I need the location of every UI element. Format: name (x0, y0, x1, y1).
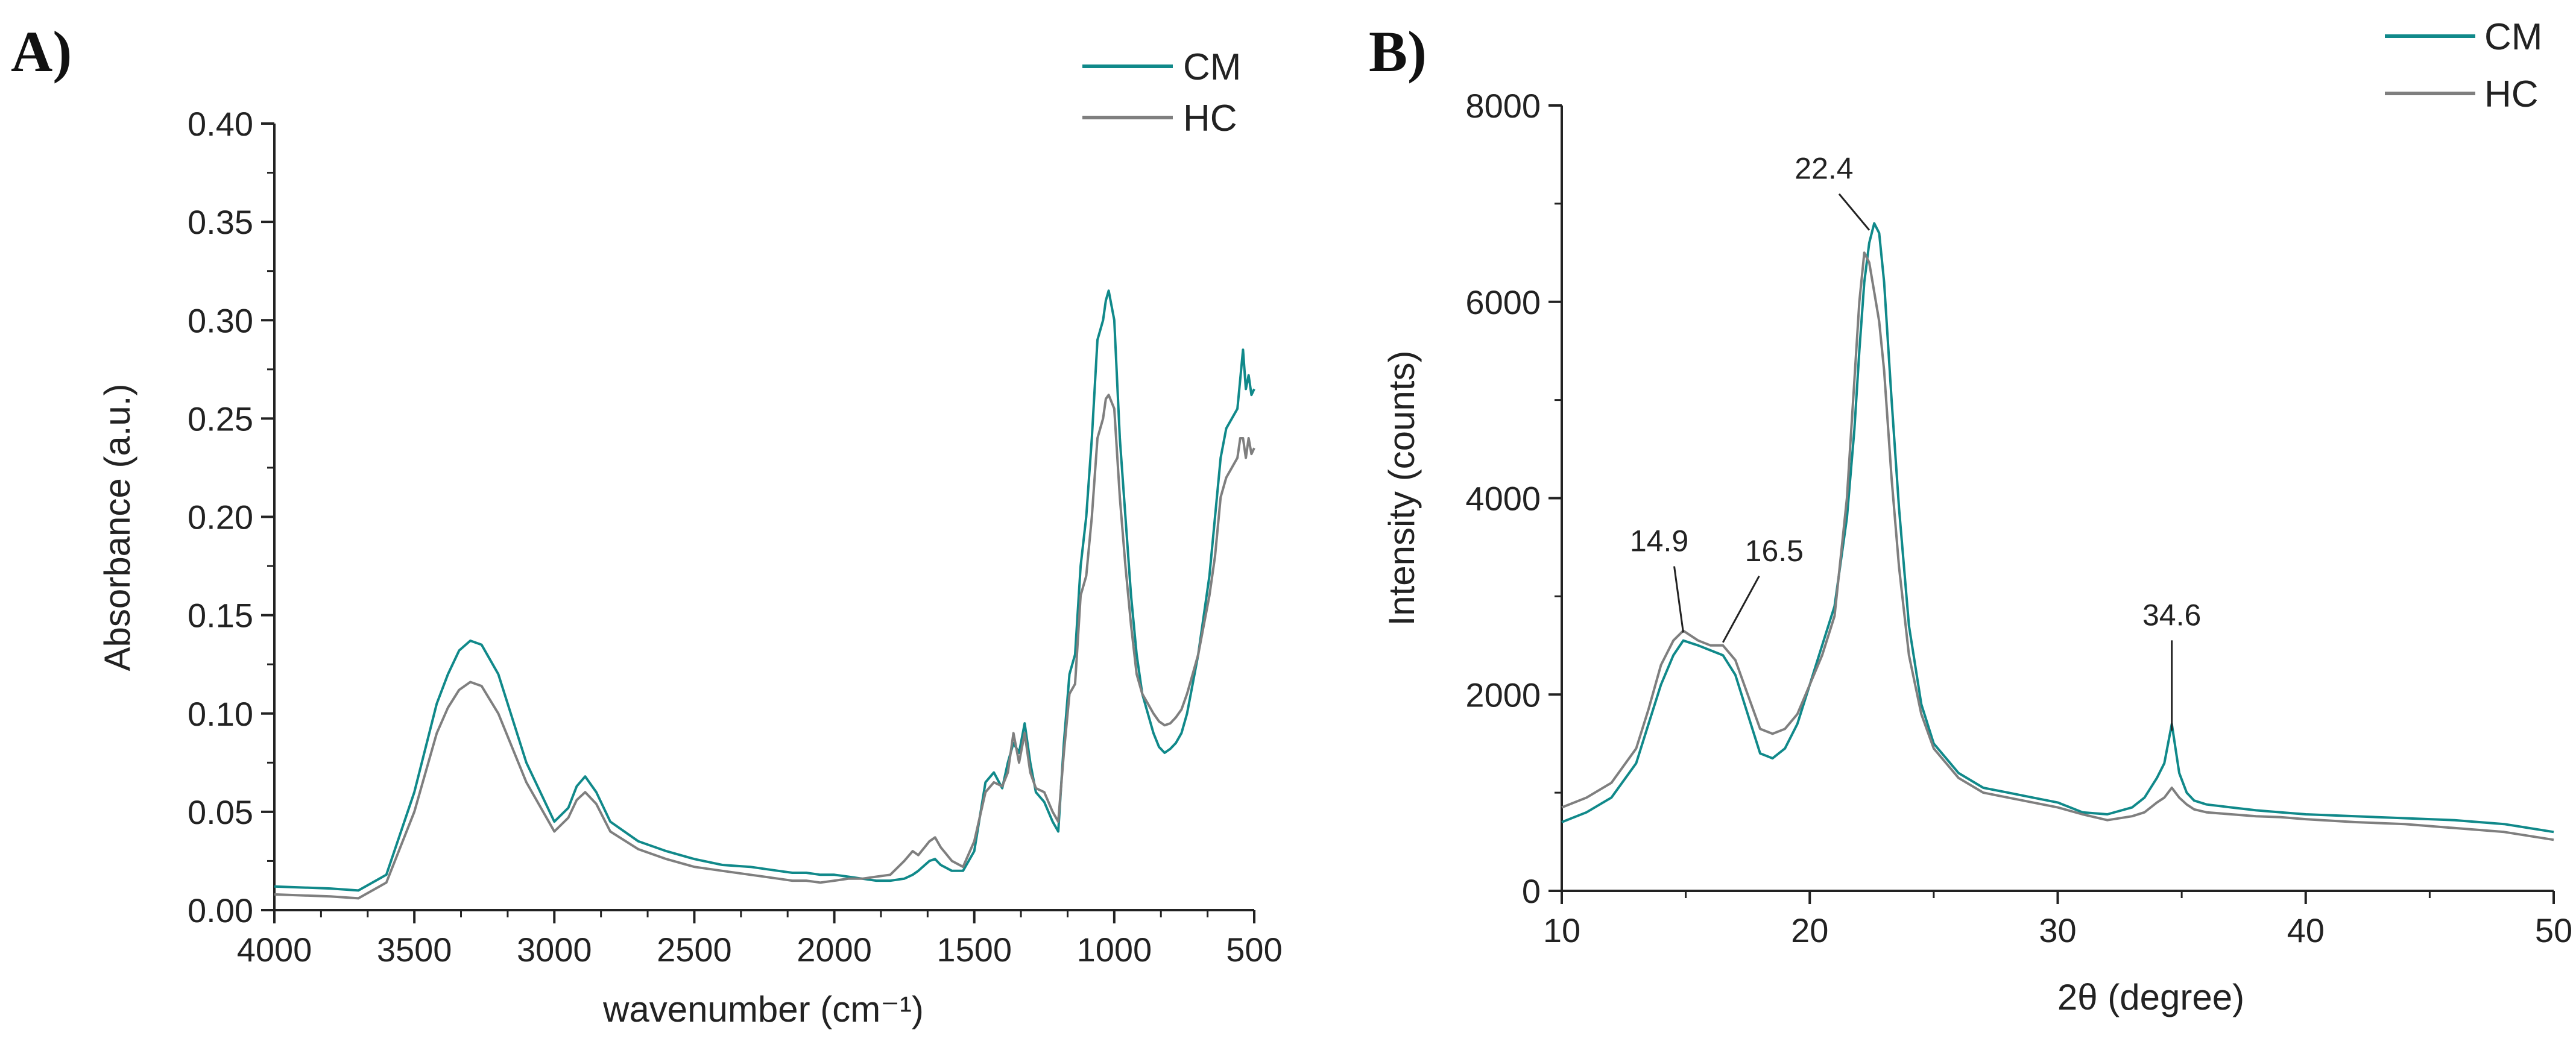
panel-a-y-tick-label: 0.40 (188, 105, 253, 143)
panel-a-legend-cm-label: CM (1183, 46, 1241, 88)
panel-a-legend-hc-label: HC (1183, 98, 1237, 139)
panel-b-y-axis-title: Intensity (counts) (1381, 351, 1422, 626)
panel-b-legend-cm-label: CM (2484, 16, 2542, 58)
panel-a-x-tick-label: 1500 (936, 931, 1012, 969)
panel-b-x-tick-label: 40 (2287, 911, 2325, 949)
panel-a-x-tick-label: 1000 (1077, 931, 1152, 969)
panel-b-series-hc (1561, 251, 2554, 841)
panel-a-label: A) (11, 19, 72, 84)
panel-a-x-tick-label: 3500 (377, 931, 452, 969)
panel-b-annotation-label: 16.5 (1745, 534, 1804, 568)
panel-b-x-tick-label: 30 (2039, 911, 2076, 949)
panel-a-series-hc (274, 394, 1255, 900)
panel-a-y-tick-label: 0.35 (188, 203, 253, 241)
panel-b-y-tick-label: 8000 (1465, 87, 1541, 125)
panel-b-y-tick-label: 6000 (1465, 283, 1541, 321)
panel-b-x-axis-title: 2θ (degree) (2057, 977, 2244, 1017)
panel-a-y-tick-label: 0.30 (188, 301, 253, 339)
panel-a-y-tick-label: 0.20 (188, 498, 253, 536)
panel-a-y-tick-label: 0.25 (188, 400, 253, 438)
panel-a-legend: CM HC (1082, 46, 1241, 139)
panel-b-x-tick-label: 20 (1791, 911, 1828, 949)
panel-a-y-tick-label: 0.10 (188, 695, 253, 733)
panel-a-y-tick-label: 0.00 (188, 891, 253, 929)
panel-b-x-tick-label: 10 (1543, 911, 1580, 949)
panel-a-x-tick-label: 2500 (657, 931, 732, 969)
panel-a-x-tick-label: 4000 (237, 931, 312, 969)
panel-b-xrd-chart: B) 10 20 30 40 50 0 2000 4000 6000 8000 14.9 16.5 2… (1369, 16, 2572, 1017)
panel-b-annotation-label: 34.6 (2142, 598, 2201, 632)
panel-b-annotation-label: 22.4 (1795, 152, 1853, 186)
panel-b-legend-hc-label: HC (2484, 74, 2539, 115)
panel-a-x-axis-title: wavenumber (cm⁻¹) (602, 989, 924, 1029)
panel-b-label: B) (1369, 19, 1427, 84)
panel-a-x-tick-label: 500 (1226, 931, 1282, 969)
panel-b-peak-annotations: 14.9 16.5 22.4 34.6 (1630, 152, 2201, 731)
panel-a-axes: 4000 3500 3000 2500 2000 1500 1000 500 0.00 0.05 0… (188, 105, 1283, 969)
panel-b-x-tick-label: 50 (2535, 911, 2572, 949)
panel-a-y-tick-label: 0.15 (188, 597, 253, 635)
panel-b-y-tick-label: 4000 (1465, 480, 1541, 518)
panel-a-y-tick-label: 0.05 (188, 793, 253, 831)
panel-b-series-cm (1561, 222, 2554, 834)
panel-a-y-axis-title: Absorbance (a.u.) (97, 384, 137, 671)
panel-a-series-cm (274, 289, 1255, 892)
panel-b-annotation-leader (1722, 576, 1760, 643)
panel-b-annotation-leader (1838, 193, 1870, 231)
panel-b-annotation-label: 14.9 (1630, 524, 1688, 558)
panel-b-series-group (1561, 222, 2554, 841)
panel-a-x-tick-label: 3000 (517, 931, 592, 969)
panel-b-annotation-leader (1673, 566, 1684, 633)
panel-b-legend: CM HC (2385, 16, 2542, 115)
panel-b-y-tick-label: 2000 (1465, 676, 1541, 714)
panel-a-x-tick-label: 2000 (797, 931, 872, 969)
panel-a-series-group (274, 289, 1255, 900)
panel-b-axes: 10 20 30 40 50 0 2000 4000 6000 8000 (1465, 87, 2572, 949)
panel-b-y-tick-label: 0 (1522, 872, 1541, 910)
panel-a-ftir-chart: A) 4000 3500 3000 2500 2000 1500 1000 500 0.00 0.… (11, 19, 1283, 1029)
